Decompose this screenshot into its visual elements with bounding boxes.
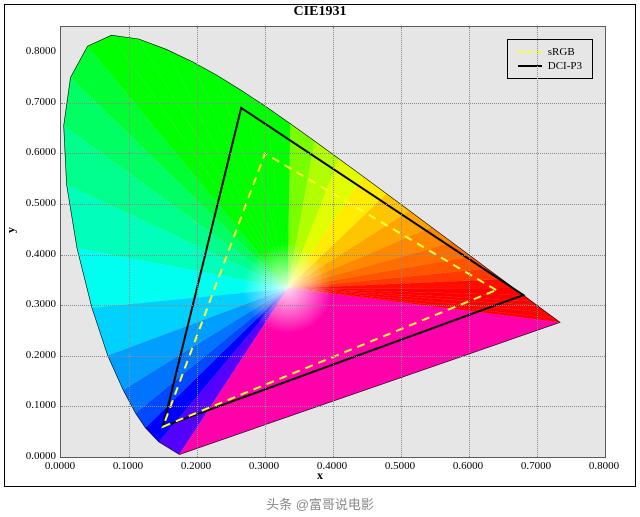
y-tick: 0.0000	[26, 450, 56, 462]
y-tick: 0.4000	[26, 248, 56, 260]
y-tick: 0.3000	[26, 298, 56, 310]
y-tick: 0.8000	[26, 45, 56, 57]
y-tick: 0.6000	[26, 146, 56, 158]
legend-swatch-dcip3	[518, 65, 542, 67]
x-tick: 0.1000	[113, 460, 143, 472]
y-axis-label: y	[4, 227, 19, 233]
x-tick: 0.2000	[181, 460, 211, 472]
y-tick: 0.2000	[26, 349, 56, 361]
x-tick: 0.3000	[249, 460, 279, 472]
y-tick: 0.5000	[26, 197, 56, 209]
x-tick: 0.6000	[453, 460, 483, 472]
x-tick: 0.8000	[589, 460, 619, 472]
legend-item-srgb: sRGB	[518, 46, 582, 58]
x-tick: 0.7000	[521, 460, 551, 472]
chart-title: CIE1931	[0, 4, 640, 20]
x-tick: 0.5000	[385, 460, 415, 472]
legend: sRGB DCI-P3	[507, 39, 593, 79]
footer-credit: 头条 @富哥说电影	[0, 494, 640, 513]
legend-label-srgb: sRGB	[548, 46, 575, 58]
legend-label-dcip3: DCI-P3	[548, 60, 582, 72]
y-tick: 0.1000	[26, 399, 56, 411]
legend-item-dcip3: DCI-P3	[518, 60, 582, 72]
y-tick: 0.7000	[26, 96, 56, 108]
legend-swatch-srgb	[518, 51, 542, 53]
chart-frame: CIE1931 y sRGB DCI-P3 x 头条 @富哥说电影 0.0000…	[0, 0, 640, 517]
plot-area: sRGB DCI-P3	[60, 26, 606, 458]
x-tick: 0.4000	[317, 460, 347, 472]
